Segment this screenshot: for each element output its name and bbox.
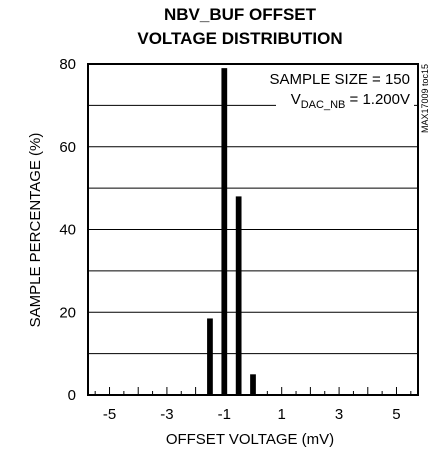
annotation-vdac: VDAC_NB = 1.200V bbox=[291, 91, 410, 111]
x-tick-label: 5 bbox=[392, 406, 400, 423]
x-ticks: -5 -3 -1 1 3 5 bbox=[94, 387, 412, 423]
x-tick-label: -5 bbox=[103, 406, 116, 423]
x-tick-label: 1 bbox=[278, 406, 286, 423]
bar-1 bbox=[221, 68, 228, 395]
bar-0 bbox=[207, 318, 213, 395]
bar-2 bbox=[235, 196, 242, 395]
x-tick-label: 3 bbox=[335, 406, 343, 423]
y-tick-label: 80 bbox=[59, 56, 76, 73]
y-tick-label: 60 bbox=[59, 139, 76, 156]
x-axis-label: OFFSET VOLTAGE (mV) bbox=[166, 431, 334, 448]
annotation-vdac-subscript: DAC_NB bbox=[301, 99, 346, 111]
y-tick-label: 20 bbox=[59, 304, 76, 321]
annotation-vdac-symbol: V bbox=[291, 91, 301, 108]
annotation-background bbox=[276, 68, 414, 110]
annotation-vdac-value: = 1.200V bbox=[345, 91, 410, 108]
figure-id: MAX17009 toc15 bbox=[420, 64, 430, 133]
x-tick-label: -3 bbox=[160, 406, 173, 423]
y-tick-label: 0 bbox=[68, 387, 76, 404]
y-tick-label: 40 bbox=[59, 222, 76, 239]
chart-title-line-2: VOLTAGE DISTRIBUTION bbox=[137, 29, 342, 48]
grid-lines bbox=[88, 104, 418, 355]
x-tick-label: -1 bbox=[218, 406, 231, 423]
chart-title-line-1: NBV_BUF OFFSET bbox=[164, 5, 317, 24]
bar-3 bbox=[250, 374, 256, 395]
annotation-sample-size: SAMPLE SIZE = 150 bbox=[270, 71, 411, 88]
y-axis-label: SAMPLE PERCENTAGE (%) bbox=[27, 133, 44, 328]
bars bbox=[207, 68, 256, 395]
y-ticks: 0 20 40 60 80 bbox=[59, 56, 76, 404]
